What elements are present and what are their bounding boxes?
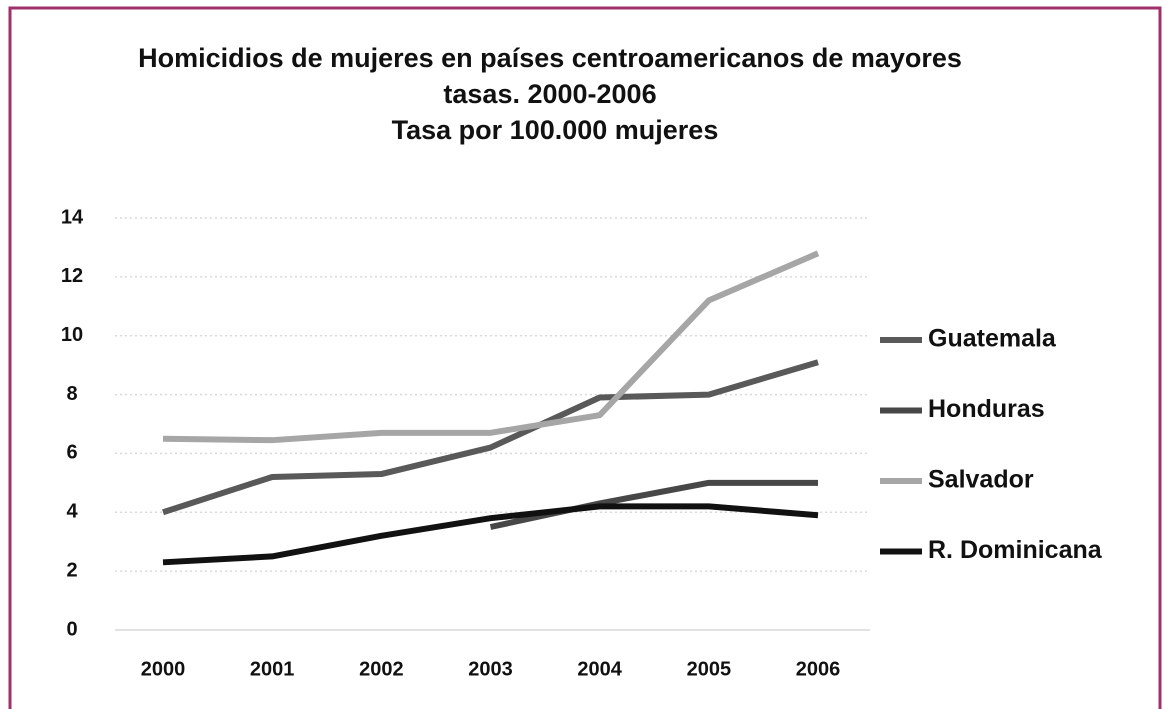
y-tick-label: 14 bbox=[61, 206, 84, 228]
x-tick-label: 2000 bbox=[141, 658, 186, 680]
chart-title: tasas. 2000-2006 bbox=[443, 79, 656, 109]
y-tick-label: 0 bbox=[66, 618, 77, 640]
y-tick-label: 2 bbox=[66, 559, 77, 581]
legend-label: Honduras bbox=[928, 395, 1045, 423]
series-line bbox=[162, 250, 820, 444]
x-tick-label: 2003 bbox=[468, 658, 513, 680]
x-tick-label: 2002 bbox=[359, 658, 404, 680]
y-tick-label: 8 bbox=[66, 383, 77, 405]
legend-label: Guatemala bbox=[928, 325, 1057, 353]
chart-title: Tasa por 100.000 mujeres bbox=[392, 115, 719, 145]
x-tick-label: 2004 bbox=[577, 658, 622, 680]
series-line bbox=[162, 359, 819, 516]
x-tick-label: 2006 bbox=[796, 658, 841, 680]
y-tick-label: 12 bbox=[61, 265, 83, 287]
y-tick-label: 6 bbox=[66, 442, 77, 464]
frame bbox=[8, 6, 1162, 709]
y-tick-label: 10 bbox=[61, 324, 83, 346]
legend-label: Salvador bbox=[928, 466, 1034, 494]
series-line bbox=[162, 503, 819, 566]
chart-title: Homicidios de mujeres en países centroam… bbox=[138, 43, 962, 73]
y-tick-label: 4 bbox=[66, 501, 78, 523]
x-tick-label: 2005 bbox=[687, 658, 732, 680]
x-tick-label: 2001 bbox=[250, 658, 295, 680]
legend-label: R. Dominicana bbox=[928, 536, 1103, 564]
